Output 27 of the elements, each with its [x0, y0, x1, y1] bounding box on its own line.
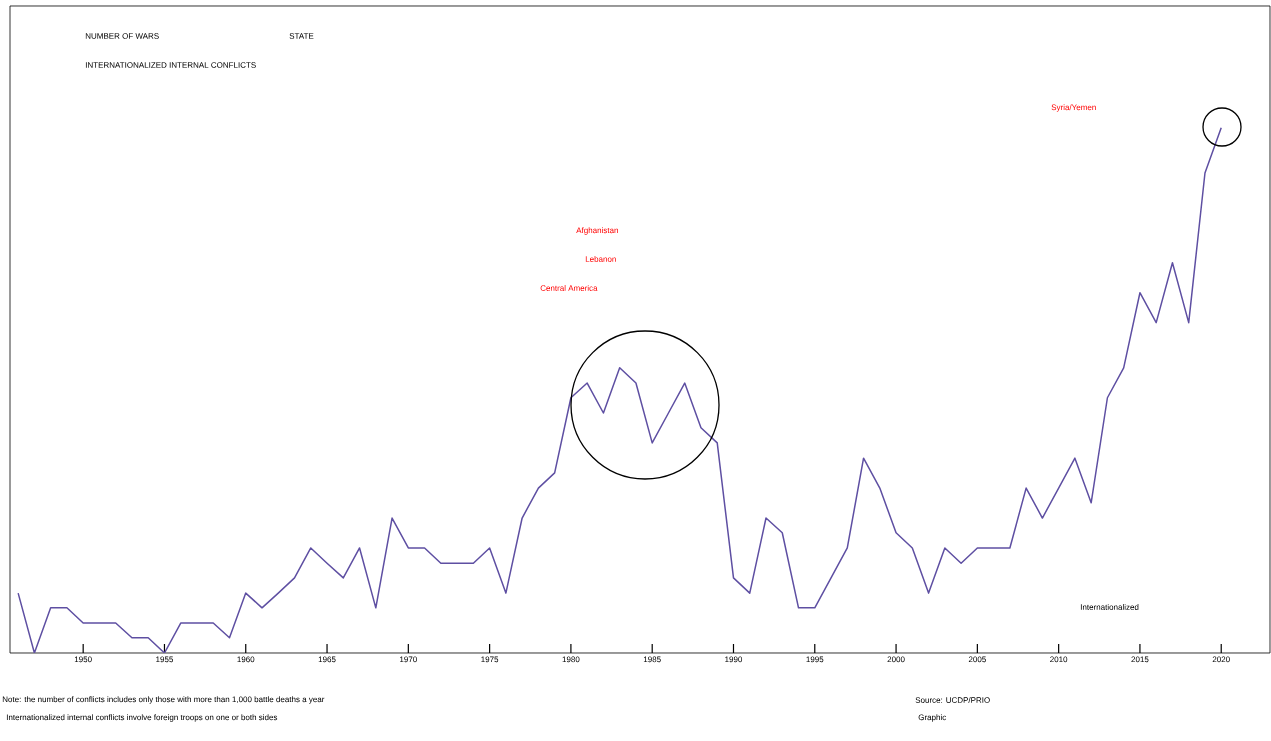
x-tick-label: 2015	[1131, 656, 1149, 663]
chart-subtitle: INTERNATIONALIZED INTERNAL CONFLICTS	[85, 62, 256, 68]
text: Internationalized internal conflicts involve foreign troops on one or both sides	[6, 714, 278, 722]
x-tick-label: 1970	[400, 656, 417, 663]
x-tick-label: 1990	[725, 656, 743, 663]
x-tick-label: 1985	[643, 656, 661, 663]
source-note: Source: UCDP/PRIO	[915, 697, 990, 703]
text: Note: the number of conflicts includes only those with more than 1,000 battle deaths a year	[2, 696, 325, 704]
text: STATE	[289, 33, 314, 39]
annotation: Internationalized	[1080, 604, 1139, 610]
x-tick-label: 1975	[481, 656, 499, 663]
x-tick-label: 2020	[1212, 656, 1230, 663]
x-tick-label: 1980	[562, 656, 580, 663]
x-tick-label: 2005	[968, 656, 986, 663]
annotation: Central America	[540, 285, 598, 291]
annotation: Lebanon	[585, 256, 616, 262]
x-tick-label: 1995	[806, 656, 824, 663]
text: Graphic	[918, 714, 947, 722]
x-tick-label: 1965	[318, 656, 336, 663]
x-tick-label: 1955	[156, 656, 174, 663]
x-tick-label: 2000	[887, 656, 905, 663]
chart-title: NUMBER OF WARS	[85, 33, 159, 39]
text: Syria/Yemen	[1051, 104, 1096, 112]
x-tick-label: 1960	[237, 656, 255, 663]
x-tick-label: 2010	[1050, 656, 1068, 663]
x-tick-label: 1950	[74, 656, 92, 663]
annotation: Afghanistan	[576, 227, 618, 235]
